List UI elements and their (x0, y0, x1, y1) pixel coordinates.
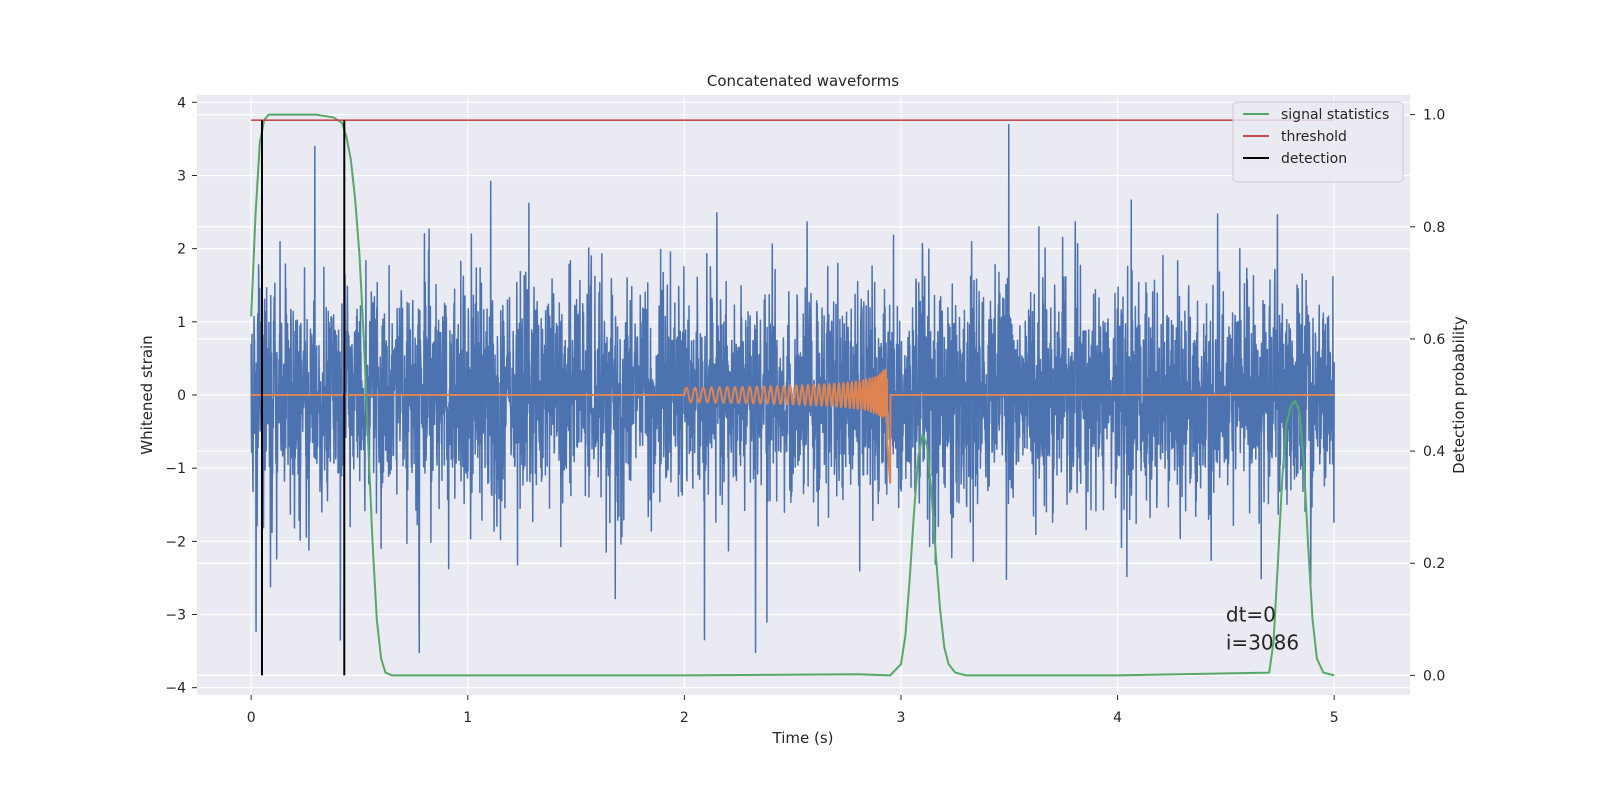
y-tick-label: −4 (165, 681, 186, 697)
y-tick-label-right: 0.2 (1423, 556, 1445, 572)
y-tick-label: −2 (165, 534, 186, 550)
legend-label: detection (1281, 151, 1347, 167)
legend-label: signal statistics (1281, 107, 1389, 123)
y-tick-label-right: 0.8 (1423, 220, 1445, 236)
legend: signal statistics threshold detection (1232, 101, 1404, 183)
x-tick-label: 5 (1330, 710, 1339, 726)
chart-title: Concatenated waveforms (707, 72, 899, 90)
annotation-text: dt=0 (1226, 603, 1276, 627)
y-tick-label: 0 (177, 388, 186, 404)
y-tick-label: 4 (177, 95, 186, 111)
x-tick-label: 4 (1113, 710, 1122, 726)
y-axis-title-right: Detection probability (1450, 316, 1468, 474)
signal-statistics-line (250, 113, 1335, 677)
legend-label: threshold (1281, 129, 1347, 145)
y-tick-label: 1 (177, 315, 186, 331)
x-tick-label: 1 (463, 710, 472, 726)
y-tick-label: −3 (165, 608, 186, 624)
axes-layer: 0 1 2 3 4 5 −4 −3 −2 −1 0 1 2 3 4 0.0 0.2 0.4 0.6 0.8 1.0 (165, 95, 1445, 726)
x-tick-label: 0 (247, 710, 256, 726)
y-tick-label-right: 0.4 (1423, 444, 1445, 460)
annotation-layer: dt=0 i=3086 (1226, 603, 1299, 655)
noise-series-line (250, 123, 1335, 654)
chirp-series-line (250, 368, 1335, 484)
y-tick-label-right: 1.0 (1423, 108, 1445, 124)
plot-layer (250, 113, 1335, 677)
y-tick-label-right: 0.6 (1423, 332, 1445, 348)
legend-box (1232, 101, 1404, 183)
y-tick-label-right: 0.0 (1423, 668, 1445, 684)
annotation-text: i=3086 (1226, 631, 1299, 655)
y-tick-label: 3 (177, 168, 186, 184)
x-tick-label: 3 (897, 710, 906, 726)
y-tick-label: −1 (165, 461, 186, 477)
y-axis-title: Whitened strain (138, 335, 156, 454)
x-tick-label: 2 (680, 710, 689, 726)
x-axis-title: Time (s) (772, 729, 834, 747)
y-tick-label: 2 (177, 242, 186, 258)
